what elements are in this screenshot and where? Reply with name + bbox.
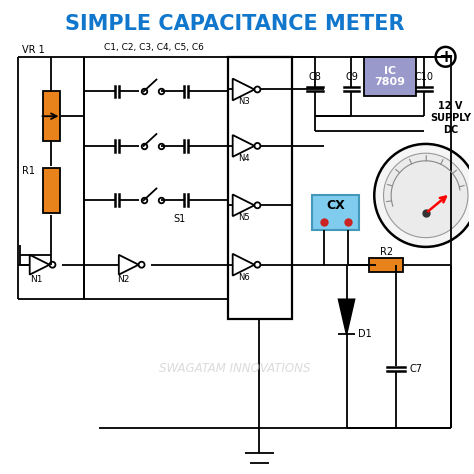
FancyBboxPatch shape [312,195,359,230]
Text: N5: N5 [238,213,249,222]
Text: N1: N1 [30,274,42,283]
FancyBboxPatch shape [43,91,60,141]
Text: C7: C7 [410,364,423,374]
FancyBboxPatch shape [228,57,292,319]
Text: N2: N2 [117,274,129,283]
Text: VR 1: VR 1 [22,45,45,55]
Text: C1, C2, C3, C4, C5, C6: C1, C2, C3, C4, C5, C6 [103,43,203,52]
FancyBboxPatch shape [365,57,416,96]
FancyBboxPatch shape [43,168,60,213]
Text: N6: N6 [237,273,249,282]
Text: C9: C9 [345,72,358,82]
Text: 12 V
SUPPLY
DC: 12 V SUPPLY DC [430,101,471,135]
Text: CX: CX [326,199,345,212]
Text: D1: D1 [358,329,372,339]
FancyBboxPatch shape [369,258,403,272]
Text: C10: C10 [414,72,433,82]
Text: SIMPLE CAPACITANCE METER: SIMPLE CAPACITANCE METER [65,14,404,34]
Text: R2: R2 [380,247,392,257]
Text: IC
7809: IC 7809 [374,66,406,87]
Text: +: + [438,48,453,66]
Circle shape [383,153,468,237]
Text: C8: C8 [309,72,321,82]
Text: R1: R1 [22,165,35,176]
Text: SWAGATAM INNOVATIONS: SWAGATAM INNOVATIONS [159,362,310,375]
Text: N3: N3 [237,97,249,106]
Polygon shape [338,300,355,334]
Circle shape [374,144,474,247]
Text: N4: N4 [238,154,249,163]
Text: S1: S1 [173,214,185,224]
